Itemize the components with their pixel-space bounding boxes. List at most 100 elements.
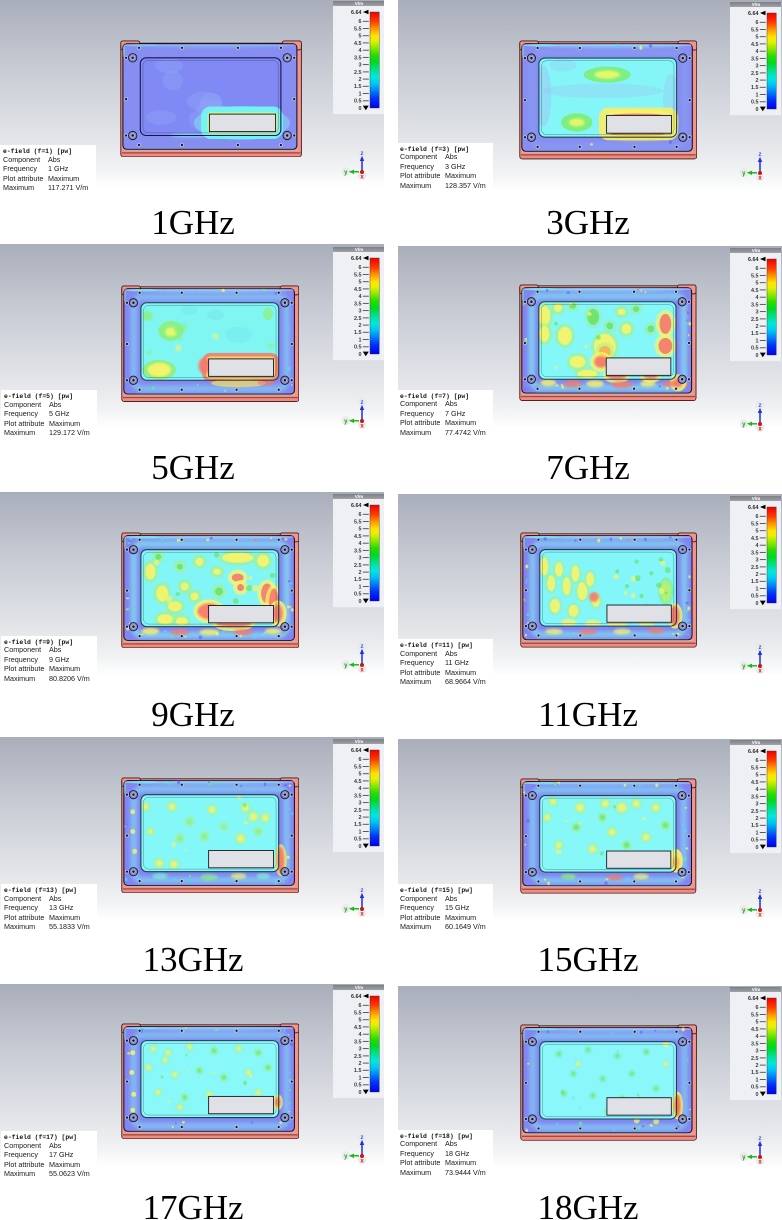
svg-text:4: 4 bbox=[358, 294, 361, 300]
svg-text:2.5: 2.5 bbox=[354, 808, 362, 814]
svg-text:z: z bbox=[759, 645, 762, 651]
svg-text:1: 1 bbox=[358, 1075, 361, 1081]
svg-text:1: 1 bbox=[358, 829, 361, 835]
svg-text:0: 0 bbox=[756, 845, 759, 851]
svg-text:2: 2 bbox=[756, 1063, 759, 1069]
svg-text:1.5: 1.5 bbox=[751, 85, 759, 91]
svg-text:1.5: 1.5 bbox=[354, 84, 362, 90]
svg-text:0.5: 0.5 bbox=[751, 838, 759, 844]
svg-text:4: 4 bbox=[756, 49, 759, 55]
svg-text:1.5: 1.5 bbox=[751, 1070, 759, 1076]
svg-text:z: z bbox=[361, 151, 364, 157]
svg-text:0: 0 bbox=[359, 106, 362, 112]
svg-text:1: 1 bbox=[756, 586, 759, 592]
svg-text:3: 3 bbox=[756, 801, 759, 807]
svg-text:6: 6 bbox=[359, 19, 362, 25]
svg-text:5: 5 bbox=[756, 772, 759, 778]
svg-text:z: z bbox=[759, 152, 762, 158]
svg-text:x: x bbox=[758, 669, 762, 675]
svg-text:3.5: 3.5 bbox=[751, 56, 759, 62]
svg-text:1: 1 bbox=[358, 337, 361, 343]
svg-text:y: y bbox=[742, 908, 746, 914]
svg-text:4: 4 bbox=[756, 1034, 759, 1040]
svg-text:y: y bbox=[742, 1155, 746, 1161]
svg-text:6.64: 6.64 bbox=[748, 996, 759, 1002]
svg-text:y: y bbox=[344, 907, 348, 913]
svg-text:4.5: 4.5 bbox=[354, 779, 362, 785]
svg-text:0.5: 0.5 bbox=[354, 591, 362, 597]
svg-text:0: 0 bbox=[756, 106, 759, 112]
svg-text:2.5: 2.5 bbox=[751, 316, 759, 322]
svg-text:z: z bbox=[759, 403, 762, 409]
svg-text:x: x bbox=[360, 174, 364, 180]
svg-text:2.5: 2.5 bbox=[751, 564, 759, 570]
svg-text:5.5: 5.5 bbox=[354, 519, 362, 525]
svg-text:2: 2 bbox=[358, 1061, 361, 1067]
svg-text:1: 1 bbox=[756, 92, 759, 98]
svg-text:4.5: 4.5 bbox=[751, 535, 759, 541]
svg-text:3: 3 bbox=[359, 63, 362, 69]
svg-text:0: 0 bbox=[756, 601, 759, 607]
svg-text:z: z bbox=[361, 888, 364, 894]
svg-text:4: 4 bbox=[358, 541, 361, 547]
svg-text:4: 4 bbox=[756, 295, 759, 301]
svg-text:3.5: 3.5 bbox=[354, 301, 362, 307]
svg-text:2: 2 bbox=[358, 570, 361, 576]
svg-text:5.5: 5.5 bbox=[751, 1012, 759, 1018]
svg-text:V/m: V/m bbox=[752, 248, 760, 253]
svg-text:6: 6 bbox=[756, 514, 759, 520]
svg-text:2: 2 bbox=[756, 572, 759, 578]
svg-text:V/m: V/m bbox=[355, 1, 363, 6]
svg-text:1: 1 bbox=[359, 91, 362, 97]
svg-text:1.5: 1.5 bbox=[354, 577, 362, 583]
svg-text:3: 3 bbox=[358, 1046, 361, 1052]
svg-text:1: 1 bbox=[756, 1077, 759, 1083]
svg-text:6.64: 6.64 bbox=[351, 994, 362, 1000]
svg-text:2: 2 bbox=[756, 324, 759, 330]
svg-text:6: 6 bbox=[358, 1003, 361, 1009]
svg-text:x: x bbox=[360, 1158, 364, 1164]
svg-text:6.64: 6.64 bbox=[748, 11, 759, 17]
svg-text:6.64: 6.64 bbox=[351, 748, 362, 754]
svg-text:2.5: 2.5 bbox=[751, 1055, 759, 1061]
svg-text:x: x bbox=[758, 427, 762, 433]
svg-text:V/m: V/m bbox=[752, 2, 760, 7]
svg-text:1: 1 bbox=[358, 584, 361, 590]
svg-text:2.5: 2.5 bbox=[354, 316, 362, 322]
svg-text:4.5: 4.5 bbox=[354, 533, 362, 539]
svg-text:y: y bbox=[742, 171, 746, 177]
svg-text:6: 6 bbox=[756, 1005, 759, 1011]
svg-text:1: 1 bbox=[756, 338, 759, 344]
svg-text:x: x bbox=[758, 175, 762, 181]
svg-text:5.5: 5.5 bbox=[354, 764, 362, 770]
svg-text:6.64: 6.64 bbox=[351, 503, 362, 509]
svg-text:5.5: 5.5 bbox=[751, 765, 759, 771]
svg-text:5: 5 bbox=[359, 34, 362, 40]
svg-text:0: 0 bbox=[358, 844, 361, 850]
svg-text:0.5: 0.5 bbox=[354, 99, 362, 105]
svg-text:2: 2 bbox=[756, 78, 759, 84]
svg-text:5: 5 bbox=[358, 772, 361, 778]
svg-text:3.5: 3.5 bbox=[354, 55, 362, 61]
svg-text:6.64: 6.64 bbox=[748, 749, 759, 755]
svg-text:x: x bbox=[360, 911, 364, 917]
svg-text:1.5: 1.5 bbox=[354, 822, 362, 828]
svg-text:5.5: 5.5 bbox=[354, 1010, 362, 1016]
svg-text:6: 6 bbox=[358, 265, 361, 271]
svg-text:3: 3 bbox=[756, 1048, 759, 1054]
svg-text:2.5: 2.5 bbox=[354, 70, 362, 76]
svg-text:3: 3 bbox=[756, 63, 759, 69]
svg-text:1: 1 bbox=[756, 830, 759, 836]
svg-text:3: 3 bbox=[358, 309, 361, 315]
svg-text:y: y bbox=[344, 1154, 348, 1160]
svg-text:z: z bbox=[361, 1135, 364, 1141]
svg-text:2.5: 2.5 bbox=[751, 809, 759, 815]
svg-text:y: y bbox=[344, 663, 348, 669]
svg-text:0.5: 0.5 bbox=[354, 345, 362, 351]
svg-text:2: 2 bbox=[756, 816, 759, 822]
svg-text:0: 0 bbox=[756, 1092, 759, 1098]
svg-text:5.5: 5.5 bbox=[751, 27, 759, 33]
svg-text:6.64: 6.64 bbox=[351, 10, 362, 16]
svg-text:0.5: 0.5 bbox=[354, 837, 362, 843]
svg-text:4.5: 4.5 bbox=[354, 287, 362, 293]
